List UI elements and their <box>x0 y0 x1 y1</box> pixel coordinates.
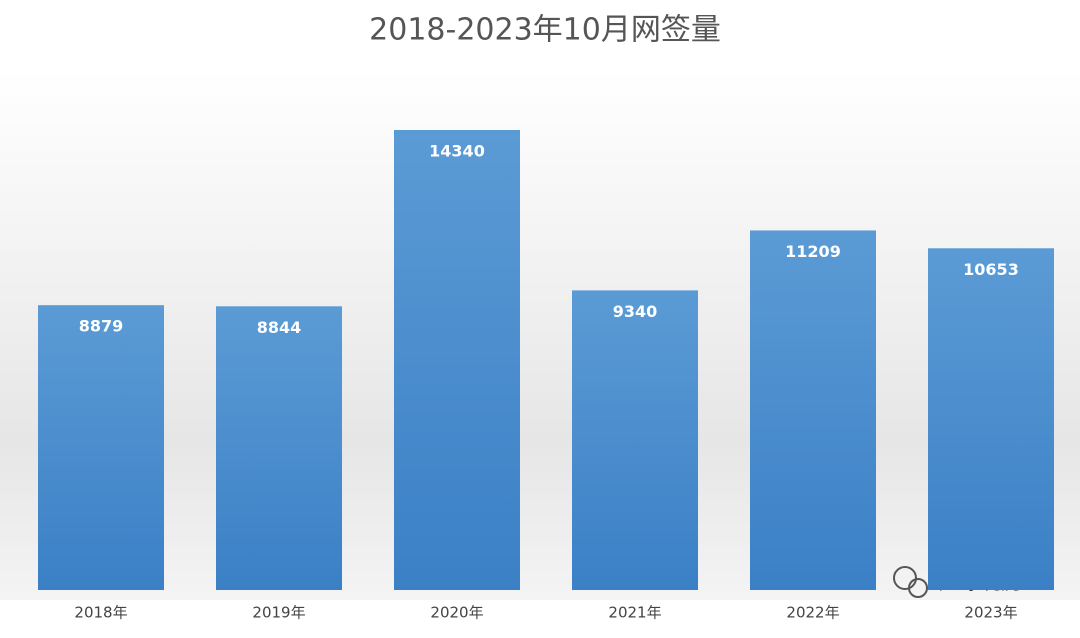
bar <box>572 290 698 590</box>
chart-title: 2018-2023年10月网签量 <box>369 13 721 48</box>
x-tick-label: 2023年 <box>964 604 1017 622</box>
data-label: 8844 <box>257 318 302 337</box>
bar <box>928 248 1054 590</box>
bar <box>394 130 520 590</box>
bar <box>38 305 164 590</box>
x-tick-label: 2021年 <box>608 604 661 622</box>
x-tick-label: 2019年 <box>252 604 305 622</box>
data-label: 9340 <box>613 302 658 321</box>
watermark-icon <box>908 578 928 598</box>
watermark-icon <box>893 566 917 590</box>
x-tick-label: 2020年 <box>430 604 483 622</box>
data-label: 10653 <box>963 260 1019 279</box>
data-label: 11209 <box>785 242 841 261</box>
data-label: 14340 <box>429 142 485 161</box>
data-label: 8879 <box>79 317 124 336</box>
bar <box>750 230 876 591</box>
x-tick-label: 2018年 <box>74 604 127 622</box>
bar <box>216 306 342 590</box>
background <box>0 70 1080 600</box>
x-tick-label: 2022年 <box>786 604 839 622</box>
